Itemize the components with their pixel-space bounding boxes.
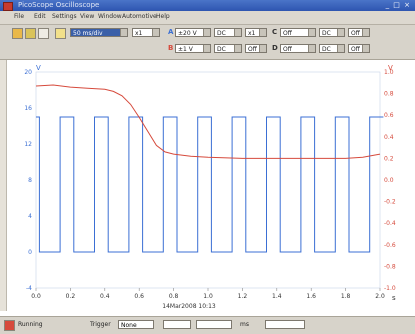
right-tick-label: 0.0 bbox=[384, 177, 394, 184]
x-tick-label: 1.8 bbox=[341, 293, 351, 300]
menu-edit[interactable]: Edit bbox=[34, 13, 46, 20]
menu-help[interactable]: Help bbox=[156, 13, 170, 20]
trigger-channel-select[interactable] bbox=[163, 320, 191, 329]
right-tick-label: 0.8 bbox=[384, 91, 394, 98]
grid bbox=[35, 71, 381, 289]
trigger-level-field[interactable] bbox=[196, 320, 232, 329]
print-icon[interactable] bbox=[38, 28, 49, 39]
left-axis-unit: V bbox=[36, 64, 41, 72]
run-state: Running bbox=[18, 321, 43, 328]
save-icon[interactable] bbox=[25, 28, 36, 39]
channel-d-range[interactable]: Off bbox=[280, 44, 316, 53]
plot-border bbox=[35, 71, 381, 289]
app-icon bbox=[3, 2, 13, 11]
menu-settings[interactable]: Settings bbox=[52, 13, 77, 20]
title-bar: PicoScope Oscilloscope _ □ × bbox=[0, 0, 415, 11]
channel-b-coupling[interactable]: DC bbox=[214, 44, 242, 53]
left-tick-label: 16 bbox=[24, 105, 32, 112]
menu-file[interactable]: File bbox=[14, 13, 25, 20]
left-tick-label: -4 bbox=[26, 285, 32, 292]
channel-b-label: B bbox=[168, 44, 174, 52]
autoset-icon[interactable] bbox=[55, 28, 66, 39]
right-axis: 1.0 0.8 0.6 0.4 0.2 0.0 -0.2 -0.4 -0.6 -0.8 -1.0 bbox=[384, 69, 396, 292]
toolbar: 50 ms/div x1 A ±20 V DC x1 B ±1 V DC Off… bbox=[0, 25, 415, 60]
scope-plot: 20 16 12 8 4 0 -4 1.0 0.8 0.6 0.4 0.2 0.0 -0.2 -0.4 -0… bbox=[14, 60, 400, 311]
channel-d-mode[interactable]: Off bbox=[348, 44, 370, 53]
series-layer bbox=[35, 84, 384, 253]
stop-icon[interactable] bbox=[4, 320, 15, 331]
channel-a-coupling[interactable]: DC bbox=[214, 28, 242, 37]
channel-a-range[interactable]: ±20 V bbox=[175, 28, 211, 37]
x-tick-label: 1.4 bbox=[272, 293, 282, 300]
window-controls[interactable]: _ □ × bbox=[385, 1, 411, 9]
channel-b-mode[interactable]: Off bbox=[245, 44, 267, 53]
channel-d-label: D bbox=[272, 44, 278, 52]
right-tick-label: -0.6 bbox=[384, 242, 396, 249]
right-tick-label: -0.8 bbox=[384, 263, 396, 270]
right-tick-label: 1.0 bbox=[384, 69, 394, 76]
left-tick-label: 12 bbox=[24, 141, 32, 148]
right-axis-unit: V bbox=[388, 64, 393, 72]
right-tick-label: 0.6 bbox=[384, 112, 394, 119]
right-tick-label: 0.2 bbox=[384, 155, 394, 162]
channel-a-probe[interactable]: x1 bbox=[245, 28, 267, 37]
trigger-mode-select[interactable]: None bbox=[118, 320, 154, 329]
left-tick-label: 8 bbox=[28, 177, 32, 184]
menu-window[interactable]: Window bbox=[98, 13, 122, 20]
left-scrollbar[interactable] bbox=[0, 60, 7, 311]
multiplier-select[interactable]: x1 bbox=[132, 28, 160, 37]
channel-c-label: C bbox=[272, 28, 278, 36]
trigger-unit: ms bbox=[240, 321, 249, 328]
menu-view[interactable]: View bbox=[80, 13, 95, 20]
x-tick-label: 0.2 bbox=[66, 293, 76, 300]
channel-c-range[interactable]: Off bbox=[280, 28, 316, 37]
menu-bar: File Edit Settings View Window Automotiv… bbox=[0, 11, 415, 25]
left-tick-label: 4 bbox=[28, 213, 32, 220]
status-bar: Running Trigger None ms bbox=[0, 316, 415, 334]
channel-a-trace bbox=[36, 116, 384, 253]
channel-d-coupling[interactable]: DC bbox=[319, 44, 345, 53]
channel-a-label: A bbox=[168, 28, 174, 36]
right-tick-label: -0.2 bbox=[384, 199, 396, 206]
channel-c-mode[interactable]: Off bbox=[348, 28, 370, 37]
pretrigger-field[interactable] bbox=[265, 320, 305, 329]
x-tick-label: 1.2 bbox=[238, 293, 248, 300]
channel-c-coupling[interactable]: DC bbox=[319, 28, 345, 37]
right-tick-label: -0.4 bbox=[384, 220, 396, 227]
menu-automotive[interactable]: Automotive bbox=[122, 13, 157, 20]
x-tick-label: 2.0 bbox=[375, 293, 385, 300]
timebase-select[interactable]: 50 ms/div bbox=[70, 28, 128, 37]
left-tick-label: 0 bbox=[28, 249, 32, 256]
window-title: PicoScope Oscilloscope bbox=[18, 1, 100, 9]
timestamp: 14Mar2008 10:13 bbox=[162, 303, 216, 310]
x-tick-label: 0.4 bbox=[100, 293, 110, 300]
right-tick-label: 0.4 bbox=[384, 134, 394, 141]
trigger-label: Trigger bbox=[90, 321, 111, 328]
channel-b-trace bbox=[35, 84, 381, 159]
x-tick-label: 1.0 bbox=[203, 293, 213, 300]
left-tick-label: 20 bbox=[24, 69, 32, 76]
open-file-icon[interactable] bbox=[12, 28, 23, 39]
channel-b-range[interactable]: ±1 V bbox=[175, 44, 211, 53]
x-tick-label: 1.6 bbox=[306, 293, 316, 300]
right-tick-label: -1.0 bbox=[384, 285, 396, 292]
left-axis: 20 16 12 8 4 0 -4 bbox=[24, 69, 32, 292]
x-axis: 0.0 0.2 0.4 0.6 0.8 1.0 1.2 1.4 1.6 1.8 2.0 bbox=[31, 288, 385, 300]
x-axis-unit: s bbox=[392, 294, 396, 302]
x-tick-label: 0.6 bbox=[134, 293, 144, 300]
x-tick-label: 0.8 bbox=[169, 293, 179, 300]
x-tick-label: 0.0 bbox=[31, 293, 41, 300]
